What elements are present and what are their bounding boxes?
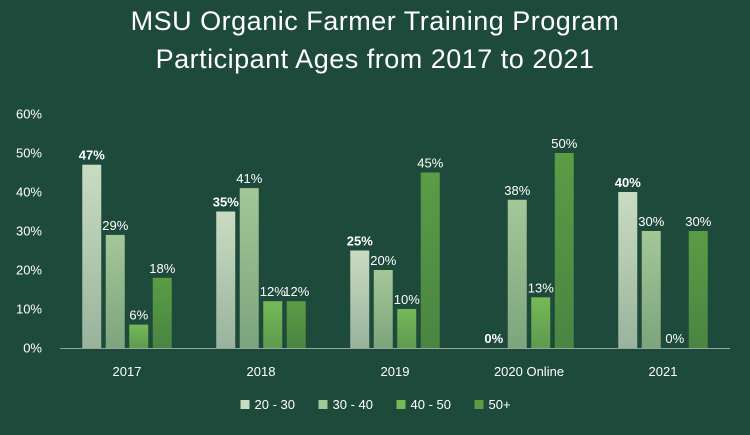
bar bbox=[373, 270, 393, 348]
x-category-label: 2021 bbox=[649, 364, 678, 379]
legend-label: 40 - 50 bbox=[411, 397, 451, 412]
x-category-label: 2020 Online bbox=[494, 364, 564, 379]
data-label: 12% bbox=[260, 284, 286, 299]
legend-label: 50+ bbox=[489, 397, 511, 412]
bar bbox=[554, 153, 574, 348]
data-label: 30% bbox=[685, 214, 711, 229]
chart-title-line-2: Participant Ages from 2017 to 2021 bbox=[155, 44, 595, 74]
data-label: 41% bbox=[236, 171, 262, 186]
bar bbox=[239, 188, 259, 348]
bar bbox=[82, 164, 102, 348]
x-category-label: 2018 bbox=[247, 364, 276, 379]
data-label: 0% bbox=[665, 331, 684, 346]
data-label: 10% bbox=[394, 292, 420, 307]
bar bbox=[105, 234, 125, 348]
data-label: 29% bbox=[102, 218, 128, 233]
y-tick-label: 0% bbox=[23, 341, 42, 356]
x-category-label: 2017 bbox=[113, 364, 142, 379]
data-label: 30% bbox=[638, 214, 664, 229]
bar bbox=[641, 231, 661, 348]
y-tick-label: 50% bbox=[16, 146, 42, 161]
legend-label: 30 - 40 bbox=[333, 397, 373, 412]
data-label: 45% bbox=[417, 156, 443, 171]
legend-swatch bbox=[240, 400, 250, 409]
data-label: 6% bbox=[129, 308, 148, 323]
data-label: 0% bbox=[484, 331, 503, 346]
legend-swatch bbox=[474, 400, 484, 409]
data-label: 18% bbox=[149, 261, 175, 276]
data-label: 25% bbox=[347, 234, 373, 249]
bar bbox=[152, 277, 172, 348]
legend-label: 20 - 30 bbox=[255, 397, 295, 412]
legend-swatch bbox=[396, 400, 406, 409]
legend-swatch bbox=[318, 400, 328, 409]
bar bbox=[507, 199, 527, 348]
y-tick-label: 60% bbox=[16, 107, 42, 122]
y-tick-label: 10% bbox=[16, 302, 42, 317]
y-tick-label: 40% bbox=[16, 185, 42, 200]
data-label: 20% bbox=[370, 253, 396, 268]
data-label: 47% bbox=[79, 148, 105, 163]
bar bbox=[350, 250, 370, 348]
bar bbox=[618, 192, 638, 348]
data-label: 35% bbox=[213, 195, 239, 210]
y-tick-label: 20% bbox=[16, 263, 42, 278]
bar bbox=[397, 309, 417, 348]
bar bbox=[263, 301, 283, 348]
data-label: 13% bbox=[528, 280, 554, 295]
data-label: 12% bbox=[283, 284, 309, 299]
data-label: 38% bbox=[504, 183, 530, 198]
bar bbox=[420, 172, 440, 348]
bar bbox=[286, 301, 306, 348]
data-label: 40% bbox=[615, 175, 641, 190]
bar bbox=[129, 324, 149, 348]
bar bbox=[216, 211, 236, 348]
bar bbox=[531, 297, 551, 348]
x-category-label: 2019 bbox=[381, 364, 410, 379]
bar bbox=[688, 231, 708, 348]
y-tick-label: 30% bbox=[16, 224, 42, 239]
data-label: 50% bbox=[551, 136, 577, 151]
chart-title-line-1: MSU Organic Farmer Training Program bbox=[130, 6, 620, 36]
